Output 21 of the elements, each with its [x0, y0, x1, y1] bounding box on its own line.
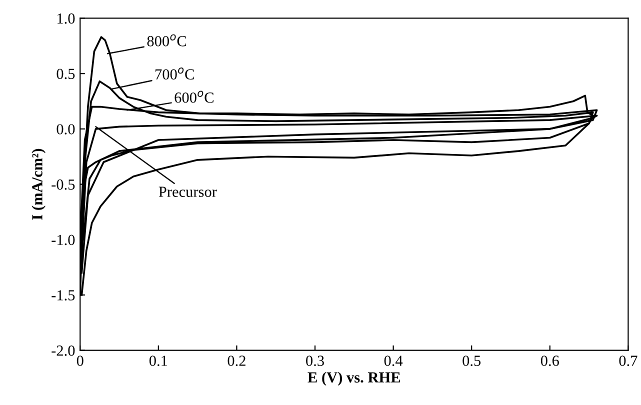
y-tick-label: -0.5 [52, 179, 75, 190]
y-tick-label: -2.0 [52, 345, 75, 356]
y-tick-label: 0.0 [56, 124, 75, 134]
x-tick-label: 0.1 [149, 356, 168, 366]
x-tick-label: 0.4 [384, 356, 403, 366]
x-tick-label: 0.7 [619, 356, 638, 366]
x-tick-label: 0.2 [228, 356, 246, 366]
annotation: 600$^{o}$C [174, 90, 214, 103]
x-tick-label: 0.6 [540, 356, 559, 366]
y-tick-label: -1.0 [52, 234, 75, 246]
x-tick-label: 0 [76, 356, 84, 366]
y-tick-label: 1.0 [58, 13, 75, 24]
x-axis-title: E (V) vs. RHE [308, 372, 400, 386]
annotation: 800$^{o}$C [147, 34, 186, 46]
annotation: 700$^{o}$C [156, 68, 194, 80]
x-tick-label: 0.3 [306, 356, 324, 366]
annotation: Precursor [158, 186, 217, 197]
x-tick-label: 0.5 [462, 356, 481, 366]
y-tick-label: -1.5 [52, 290, 75, 300]
y-axis-title: I (mA/cm²) [32, 148, 46, 220]
y-tick-label: 0.5 [56, 68, 75, 80]
